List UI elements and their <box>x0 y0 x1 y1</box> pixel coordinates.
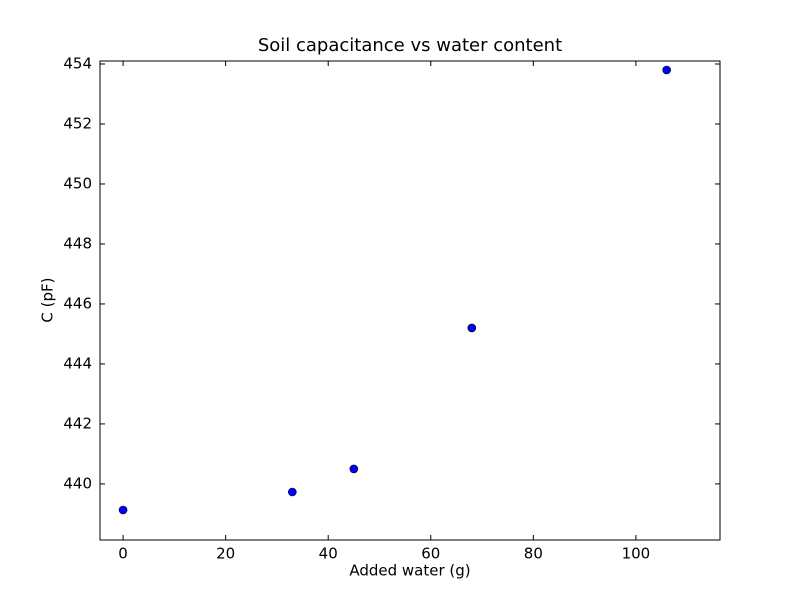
x-tick-label: 80 <box>524 545 543 563</box>
x-tick-label: 60 <box>421 545 440 563</box>
chart-title: Soil capacitance vs water content <box>258 35 562 56</box>
y-tick-label: 448 <box>63 234 92 252</box>
x-axis-label: Added water (g) <box>349 562 470 580</box>
y-tick-label: 454 <box>63 54 92 72</box>
y-axis-label: C (pF) <box>39 277 57 322</box>
y-tick-label: 444 <box>63 354 92 372</box>
y-tick-label: 452 <box>63 114 92 132</box>
x-tick-label: 20 <box>216 545 235 563</box>
data-point <box>118 505 128 515</box>
y-tick-label: 446 <box>63 294 92 312</box>
y-tick-label: 450 <box>63 174 92 192</box>
y-tick-label: 440 <box>63 474 92 492</box>
y-tick-label: 442 <box>63 414 92 432</box>
x-tick-label: 100 <box>622 545 651 563</box>
data-point <box>467 323 477 333</box>
data-point <box>662 65 671 75</box>
x-tick-label: 0 <box>118 545 128 563</box>
data-point <box>288 487 297 497</box>
x-tick-label: 40 <box>319 545 338 563</box>
plot-frame <box>99 60 721 541</box>
data-point <box>349 464 359 474</box>
